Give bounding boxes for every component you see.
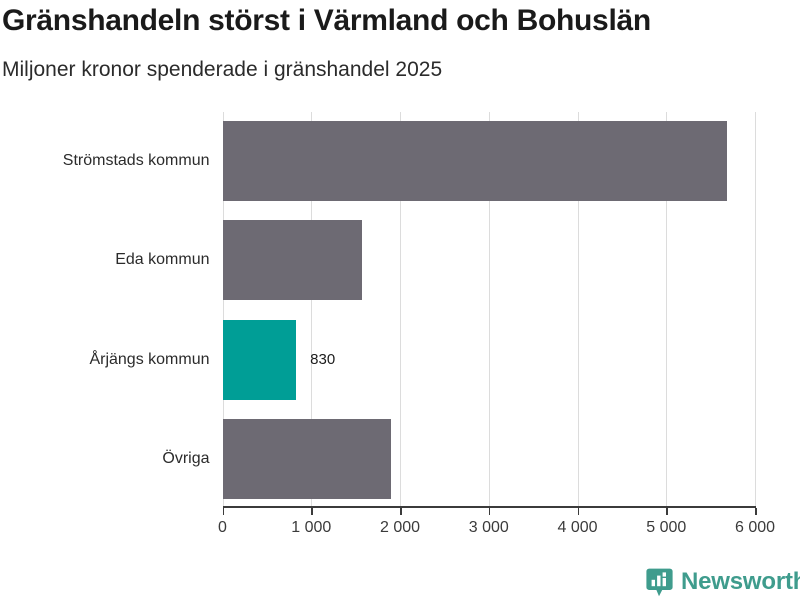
page-title: Gränshandeln störst i Värmland och Bohus… <box>2 4 651 37</box>
x-tick-label: 6 000 <box>734 519 776 536</box>
x-tick-label: 4 000 <box>557 519 598 536</box>
bar-row[interactable]: Strömstads kommun <box>63 120 756 201</box>
x-tick-mark <box>577 508 580 515</box>
bar[interactable] <box>222 220 362 301</box>
gridline <box>577 112 579 507</box>
bar-highlighted[interactable] <box>222 319 297 400</box>
newsworthy-wordmark: Newsworthy <box>681 568 800 595</box>
bar-category-label: Eda kommun <box>115 251 210 269</box>
bar[interactable] <box>222 419 391 500</box>
x-tick-mark <box>222 508 225 515</box>
x-tick-mark <box>311 508 313 515</box>
bar[interactable] <box>222 120 728 201</box>
gridline <box>666 112 668 507</box>
x-tick-label: 5 000 <box>646 519 687 536</box>
gridline <box>755 112 756 507</box>
plot-area: Strömstads kommun Eda kommun Årjängs kommu… <box>63 112 756 507</box>
x-tick-label: 0 <box>218 519 227 536</box>
newsworthy-bar-chart-bubble-icon <box>646 568 673 596</box>
bar-row[interactable]: Övriga <box>162 419 756 500</box>
x-tick-mark <box>400 508 402 515</box>
bar-category-label: Årjängs kommun <box>89 350 210 368</box>
chart-subtitle: Miljoner kronor spenderade i gränshandel… <box>2 58 443 81</box>
x-tick-label: 3 000 <box>468 519 509 536</box>
x-tick-label: 1 000 <box>291 519 332 536</box>
x-tick-mark <box>755 508 757 515</box>
x-axis-line <box>222 506 756 508</box>
x-tick-label: 2 000 <box>379 519 421 536</box>
bar-row[interactable]: Eda kommun <box>115 220 756 301</box>
bar-value-label: 830 <box>310 350 336 368</box>
gridline <box>488 112 490 507</box>
bar-row[interactable]: Årjängs kommun 830 <box>89 319 756 400</box>
bar-category-label: Övriga <box>162 450 210 468</box>
gridline <box>400 112 401 507</box>
bar-category-label: Strömstads kommun <box>62 151 210 169</box>
gridline <box>311 112 313 507</box>
gridline <box>222 112 224 507</box>
x-tick-mark <box>488 508 491 515</box>
x-tick-mark <box>666 508 668 515</box>
newsworthy-logo: Newsworthy <box>646 566 800 598</box>
